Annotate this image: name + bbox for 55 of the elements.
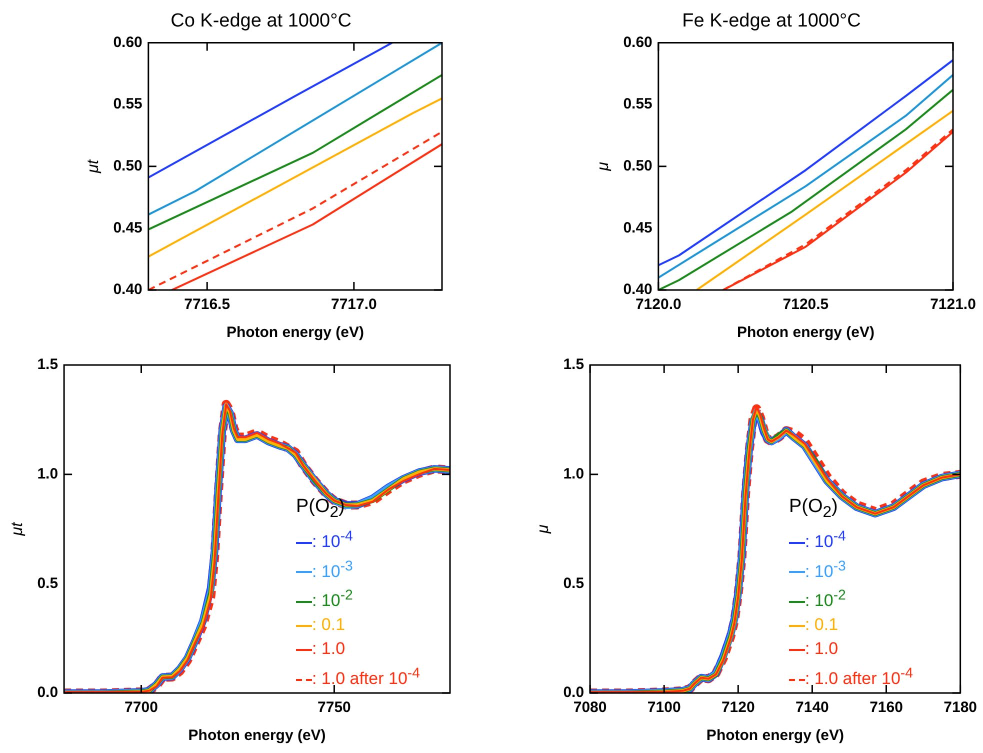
- y-axis-title: μt: [85, 159, 102, 174]
- y-tick-label: 1.0: [563, 465, 584, 482]
- y-tick-label: 0.40: [113, 281, 142, 298]
- y-axis-title: μ: [595, 162, 612, 172]
- legend-label: : 10$^{-2}$: [312, 588, 353, 610]
- y-tick-label: 0.5: [563, 574, 584, 592]
- x-tick-label: 7700: [124, 699, 158, 716]
- legend-label: : 1.0 after 10$^{-4}$: [804, 665, 913, 688]
- x-tick-label: 7080: [573, 699, 607, 716]
- y-tick-label: 0.50: [623, 158, 652, 175]
- legend-label: : 0.1: [312, 615, 346, 634]
- x-tick-label: 7717.0: [330, 296, 377, 314]
- y-axis-title: μ: [535, 524, 552, 534]
- y-tick-label: 0.45: [623, 219, 652, 236]
- y-tick-label: 0.60: [623, 34, 652, 51]
- x-tick-label: 7120: [721, 699, 755, 716]
- y-tick-label: 0.0: [37, 684, 58, 702]
- x-tick-label: 7100: [647, 699, 681, 716]
- y-tick-label: 0.60: [113, 34, 142, 51]
- y-tick-label: 0.0: [563, 684, 584, 702]
- x-tick-label: 7120.5: [782, 296, 829, 314]
- x-axis-title: Photon energy (eV): [736, 324, 874, 342]
- legend-label: : 10$^{-2}$: [804, 588, 846, 610]
- x-axis-title: Photon energy (eV): [188, 727, 326, 744]
- legend-label: : 10$^{-4}$: [312, 528, 353, 552]
- legend-label: : 10$^{-3}$: [804, 558, 846, 581]
- legend-label: : 1.0: [804, 639, 838, 658]
- chart-title: Co K-edge at 1000°C: [170, 10, 352, 32]
- x-tick-label: 7750: [318, 699, 351, 716]
- x-axis-title: Photon energy (eV): [226, 324, 364, 342]
- y-tick-label: 0.55: [623, 96, 652, 113]
- x-tick-label: 7716.5: [184, 296, 230, 314]
- y-tick-label: 0.5: [37, 574, 58, 592]
- chart-title: Fe K-edge at 1000°C: [682, 10, 861, 32]
- x-axis-title: Photon energy (eV): [706, 727, 844, 744]
- y-tick-label: 0.50: [113, 158, 142, 175]
- legend-title: P(O$_{2}$): [296, 494, 346, 522]
- legend-label: : 0.1: [804, 615, 838, 634]
- x-tick-label: 7121.0: [930, 296, 976, 314]
- legend-label: : 10$^{-3}$: [312, 558, 353, 581]
- y-tick-label: 1.5: [563, 356, 584, 374]
- legend-label: : 10$^{-4}$: [804, 528, 846, 552]
- x-tick-label: 7140: [796, 699, 829, 716]
- y-tick-label: 0.45: [113, 219, 142, 236]
- legend-title: P(O$_{2}$): [788, 494, 839, 522]
- y-axis-title: μt: [9, 522, 26, 537]
- x-tick-label: 7120.0: [635, 296, 682, 314]
- legend-label: : 1.0: [312, 639, 346, 658]
- y-tick-label: 0.55: [113, 96, 142, 113]
- y-tick-label: 1.5: [37, 356, 58, 374]
- x-tick-label: 7180: [944, 699, 978, 716]
- x-tick-label: 7160: [870, 699, 903, 716]
- y-tick-label: 1.0: [37, 465, 58, 482]
- y-tick-label: 0.40: [623, 281, 652, 298]
- legend-label: : 1.0 after 10$^{-4}$: [312, 665, 420, 688]
